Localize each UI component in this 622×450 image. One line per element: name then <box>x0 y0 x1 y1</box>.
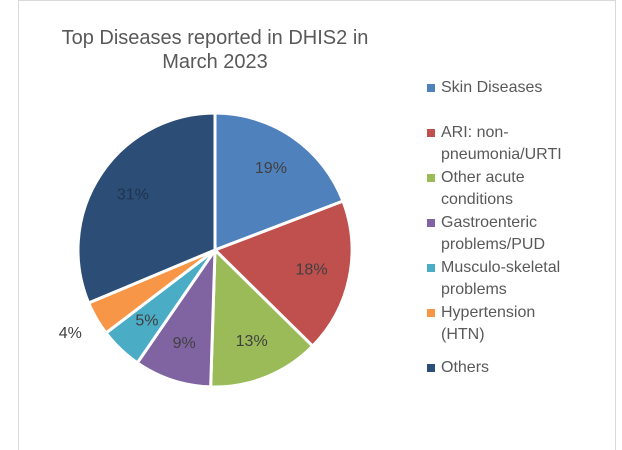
chart-frame <box>18 0 616 450</box>
legend-item: Others <box>427 357 577 379</box>
legend-item: Skin Diseases <box>427 77 577 99</box>
data-label: 5% <box>135 313 158 330</box>
data-label: 19% <box>255 160 287 177</box>
legend-swatch <box>427 219 435 227</box>
chart-title: Top Diseases reported in DHIS2 in March … <box>61 27 369 73</box>
data-label: 9% <box>173 335 196 352</box>
legend-item: ARI: non-pneumonia/URTI <box>427 122 577 166</box>
legend-label: Others <box>441 359 490 376</box>
legend-label: ARI: non-pneumonia/URTI <box>441 124 562 163</box>
data-label: 18% <box>296 261 328 278</box>
pie-slice <box>209 246 315 389</box>
legend-label: Hypertension (HTN) <box>441 304 536 343</box>
legend-item: Musculo-skeletal problems <box>427 257 577 301</box>
legend-item: Hypertension (HTN) <box>427 302 577 346</box>
legend-label: Musculo-skeletal problems <box>441 259 561 298</box>
legend-swatch <box>427 364 435 372</box>
legend-label: Skin Diseases <box>441 79 543 96</box>
legend-item: Gastroenteric problems/PUD <box>427 212 577 256</box>
legend-swatch <box>427 129 435 137</box>
legend-label: Other acute conditions <box>441 169 525 208</box>
data-label: 4% <box>59 325 82 342</box>
data-label: 31% <box>117 187 149 204</box>
pie-slice <box>213 111 345 253</box>
pie-slice <box>212 199 354 349</box>
legend-item: Other acute conditions <box>427 167 577 211</box>
pie-slice <box>135 244 217 389</box>
legend-swatch <box>427 174 435 182</box>
pie-slice <box>76 111 217 305</box>
legend-swatch <box>427 264 435 272</box>
legend-swatch <box>427 309 435 317</box>
legend-label: Gastroenteric problems/PUD <box>441 214 546 253</box>
data-label: 13% <box>236 333 268 350</box>
legend-swatch <box>427 84 435 92</box>
